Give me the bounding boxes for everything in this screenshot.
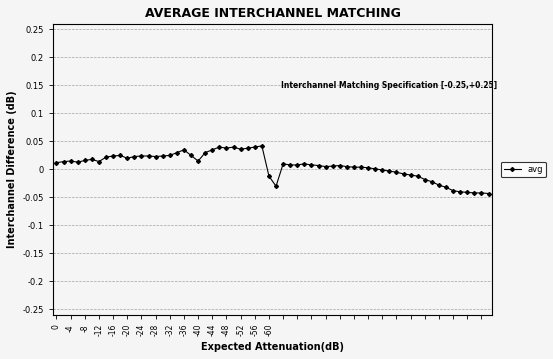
avg bbox=[53, 160, 60, 165]
avg bbox=[273, 184, 279, 188]
Title: AVERAGE INTERCHANNEL MATCHING: AVERAGE INTERCHANNEL MATCHING bbox=[144, 7, 400, 20]
avg bbox=[259, 144, 265, 148]
Line: avg: avg bbox=[55, 145, 490, 195]
avg bbox=[485, 191, 492, 196]
avg bbox=[166, 153, 173, 158]
avg bbox=[138, 154, 145, 158]
Text: Interchannel Matching Specification [-0.25,+0.25]: Interchannel Matching Specification [-0.… bbox=[281, 81, 497, 90]
Legend: avg: avg bbox=[500, 162, 546, 177]
Y-axis label: Interchannel Difference (dB): Interchannel Difference (dB) bbox=[7, 90, 17, 248]
avg bbox=[88, 157, 95, 162]
avg bbox=[436, 183, 442, 187]
X-axis label: Expected Attenuation(dB): Expected Attenuation(dB) bbox=[201, 342, 344, 352]
avg bbox=[322, 164, 329, 169]
